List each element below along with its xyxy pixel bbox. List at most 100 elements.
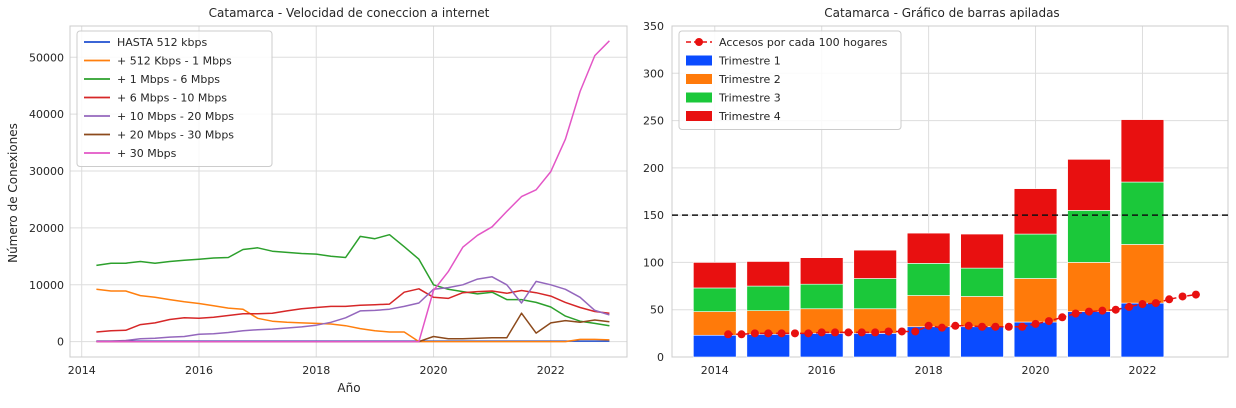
bar-segment-q3: [906, 263, 951, 296]
line-chart-ytick-label: 20000: [29, 222, 64, 235]
bar-segment-q2: [1013, 278, 1058, 323]
accesos-point: [737, 330, 746, 339]
bar-segment-q1: [1120, 302, 1165, 358]
bar-segment-q4: [1013, 188, 1058, 235]
legend-entry: Accesos por cada 100 hogares: [719, 36, 888, 49]
legend-entry: + 30 Mbps: [117, 147, 177, 160]
accesos-point: [817, 328, 826, 337]
accesos-point: [844, 328, 853, 337]
line-chart-ytick-label: 10000: [29, 279, 64, 292]
bar-chart-ytick-label: 200: [643, 162, 664, 175]
legend-entry: Trimestre 2: [718, 73, 781, 86]
bar-segment-q3: [853, 278, 897, 310]
line-chart-xtick-label: 2022: [537, 364, 565, 377]
bar-segment-q3: [693, 287, 737, 312]
accesos-point: [1018, 322, 1027, 331]
bar-chart-xtick-label: 2018: [915, 364, 943, 377]
bar-segment-q4: [853, 249, 897, 279]
accesos-point: [911, 327, 920, 336]
accesos-point: [1031, 319, 1040, 328]
line-chart-ytick-label: 40000: [29, 108, 64, 121]
line-chart-xtick-label: 2016: [185, 364, 213, 377]
accesos-point: [1191, 290, 1200, 299]
bar-segment-q4: [746, 261, 790, 287]
legend-entry: + 512 Kbps - 1 Mbps: [117, 55, 232, 68]
legend-swatch: [686, 92, 712, 103]
accesos-point: [857, 328, 866, 337]
bar-segment-q1: [693, 334, 737, 358]
accesos-point: [790, 329, 799, 338]
accesos-point: [937, 323, 946, 332]
accesos-point: [1165, 295, 1174, 304]
accesos-point: [1004, 322, 1013, 331]
line-series-5: [96, 276, 610, 342]
legend-entry: + 1 Mbps - 6 Mbps: [117, 73, 220, 86]
bar-segment-q4: [906, 232, 951, 264]
accesos-point: [777, 329, 786, 338]
line-chart-xtick-label: 2020: [420, 364, 448, 377]
bar-segment-q4: [1067, 159, 1111, 211]
line-chart-legend: [76, 30, 273, 167]
accesos-point: [964, 321, 973, 330]
line-chart-xtick-label: 2014: [68, 364, 96, 377]
bar-segment-q4: [800, 257, 844, 285]
bar-segment-q3: [960, 267, 1004, 297]
line-series-4: [96, 288, 610, 333]
bar-segment-q3: [1120, 181, 1165, 245]
accesos-point: [991, 322, 1000, 331]
bar-segment-q1: [960, 326, 1004, 358]
bar-segment-q1: [1067, 311, 1111, 358]
bar-chart-ytick-label: 150: [643, 209, 664, 222]
accesos-point: [1151, 299, 1160, 308]
accesos-point: [1125, 302, 1134, 311]
bar-segment-q2: [906, 295, 951, 328]
legend-swatch: [686, 111, 712, 121]
accesos-point: [924, 321, 933, 330]
legend-swatch: [686, 55, 712, 66]
accesos-point: [1044, 317, 1053, 326]
accesos-point: [750, 329, 759, 338]
line-chart-frame: [69, 25, 628, 358]
bar-chart-title: Catamarca - Gráfico de barras apiladas: [824, 6, 1059, 20]
bar-segment-q3: [800, 283, 844, 310]
bar-segment-q1: [853, 333, 897, 358]
legend-entry: Trimestre 1: [718, 55, 781, 68]
accesos-point: [884, 327, 893, 336]
bar-chart-xtick-label: 2020: [1022, 364, 1050, 377]
accesos-point: [1178, 292, 1187, 301]
accesos-point: [897, 327, 906, 336]
bar-chart-ytick-label: 250: [643, 115, 664, 128]
bar-chart-xtick-label: 2014: [701, 364, 729, 377]
line-chart: Catamarca - Velocidad de coneccion a int…: [6, 6, 628, 395]
accesos-point: [1071, 309, 1080, 318]
bar-chart-ytick-label: 100: [643, 256, 664, 269]
line-chart-title: Catamarca - Velocidad de coneccion a int…: [209, 6, 490, 20]
stacked-bar-chart: Catamarca - Gráfico de barras apiladas 2…: [643, 6, 1229, 377]
legend-swatch: [686, 74, 712, 84]
bar-chart-legend: [678, 30, 902, 130]
bar-segment-q3: [1013, 233, 1058, 279]
bar-chart-ytick-label: 0: [657, 351, 664, 364]
bar-chart-xtick-label: 2016: [808, 364, 836, 377]
bar-segment-q4: [693, 262, 737, 289]
bar-chart-ytick-label: 50: [650, 304, 664, 317]
accesos-point: [764, 329, 773, 338]
bar-segment-q3: [1067, 210, 1111, 263]
accesos-point: [951, 321, 960, 330]
line-chart-ytick-label: 50000: [29, 51, 64, 64]
line-chart-ytick-label: 30000: [29, 165, 64, 178]
legend-swatch-marker: [695, 38, 703, 46]
line-chart-ylabel: Número de Conexiones: [6, 123, 20, 263]
bar-segment-q1: [746, 334, 790, 358]
accesos-point: [1111, 305, 1120, 314]
legend-entry: + 6 Mbps - 10 Mbps: [117, 92, 227, 105]
line-chart-ytick-label: 0: [57, 336, 64, 349]
line-series-7: [96, 40, 610, 343]
line-chart-xlabel: Año: [337, 381, 360, 395]
bar-segment-q2: [1120, 244, 1165, 304]
bar-chart-ytick-label: 350: [643, 20, 664, 33]
accesos-point: [978, 322, 987, 331]
line-chart-xtick-label: 2018: [302, 364, 330, 377]
legend-entry: + 20 Mbps - 30 Mbps: [117, 129, 234, 142]
